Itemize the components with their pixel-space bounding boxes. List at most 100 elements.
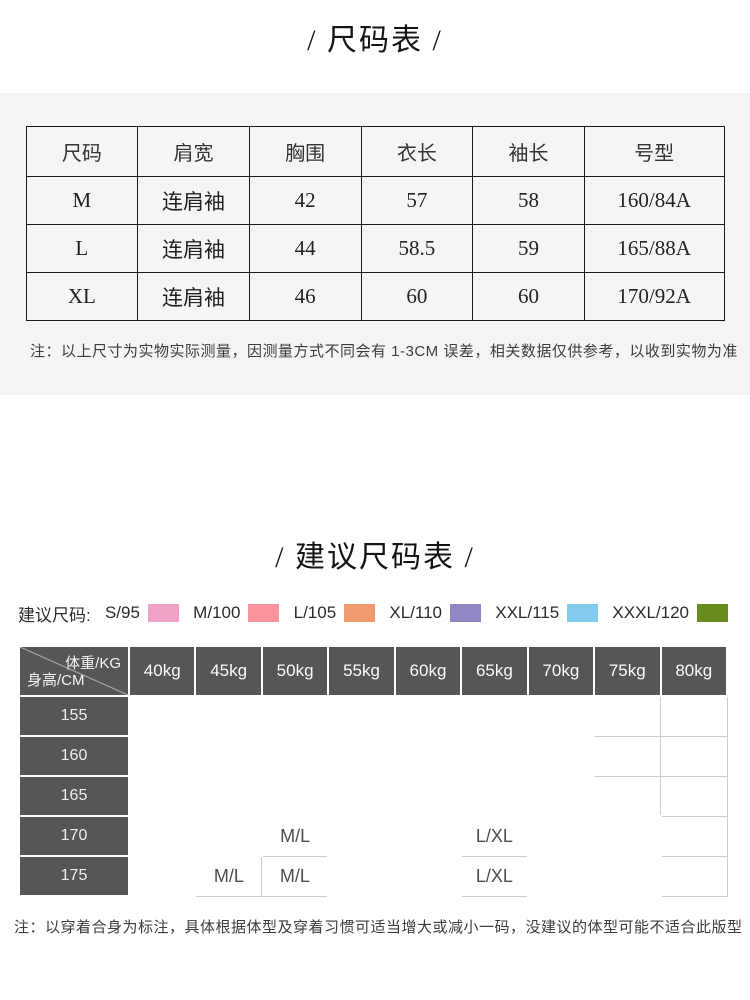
cell: 58 — [472, 176, 585, 225]
suggest-cell: L — [260, 695, 330, 737]
size-row-m: M 连肩袖 42 57 58 160/84A — [25, 176, 725, 225]
legend-swatch-m — [248, 604, 280, 622]
height-label: 155 — [18, 695, 130, 737]
suggest-cell: L — [260, 735, 330, 777]
suggest-cell — [660, 735, 728, 777]
cell: 59 — [472, 224, 585, 273]
col-header-bust: 胸围 — [248, 126, 362, 177]
weight-header: 70kg — [526, 645, 596, 697]
suggest-cell: L/XL — [460, 855, 529, 897]
cell: L — [25, 224, 139, 273]
suggest-table-note: 注：以穿着合身为标注，具体根据体型及穿着习惯可适当增大或减小一码，没建议的体型可… — [14, 919, 743, 936]
suggest-cell: XL — [460, 695, 529, 737]
height-label: 160 — [18, 735, 130, 777]
suggest-table: 体重/KG 身高/CM 40kg 45kg 50kg 55kg 60kg 65k… — [18, 645, 728, 897]
col-header-shoulder: 肩宽 — [137, 126, 250, 177]
weight-header: 80kg — [659, 645, 728, 697]
suggest-cell: M/L — [261, 815, 329, 857]
col-header-length: 衣长 — [360, 126, 474, 177]
suggest-cell: L — [327, 815, 396, 857]
suggest-row-170: 170 M M M/L L L L/XL XL XL — [18, 815, 728, 857]
cell: 42 — [248, 176, 362, 225]
cell: 连肩袖 — [137, 176, 250, 225]
suggest-header-row: 体重/KG 身高/CM 40kg 45kg 50kg 55kg 60kg 65k… — [18, 645, 728, 697]
weight-header: 60kg — [393, 645, 463, 697]
suggest-cell: M — [194, 815, 263, 857]
suggest-cell: L — [327, 695, 396, 737]
weight-header: 75kg — [593, 645, 662, 697]
cell: M — [25, 176, 139, 225]
cell: 165/88A — [583, 224, 725, 273]
corner-cell: 体重/KG 身高/CM — [18, 645, 130, 697]
size-table-title: / 尺码表 / — [307, 24, 443, 57]
suggest-cell — [660, 855, 728, 897]
corner-height-label: 身高/CM — [27, 672, 85, 689]
size-row-l: L 连肩袖 44 58.5 59 165/88A — [25, 224, 725, 273]
suggest-cell: M — [127, 855, 197, 897]
suggest-cell: M — [127, 775, 197, 817]
col-header-sleeve: 袖长 — [472, 126, 585, 177]
suggest-cell — [660, 695, 728, 737]
suggest-cell: XL — [460, 735, 529, 777]
legend-text-xl: XL/110 — [389, 603, 443, 622]
suggest-cell: XL — [593, 855, 662, 897]
size-table-note: 注：以上尺寸为实物实际测量，因测量方式不同会有 1-3CM 误差，相关数据仅供参… — [30, 343, 738, 360]
suggest-cell: XL — [526, 815, 596, 857]
legend-swatch-xxxl — [696, 604, 728, 622]
height-label: 165 — [18, 775, 130, 817]
legend-swatch-s — [147, 604, 179, 622]
weight-header: 45kg — [194, 645, 263, 697]
weight-header: 65kg — [460, 645, 529, 697]
legend-text-xxl: XXL/115 — [495, 603, 560, 622]
suggest-cell: M/L — [261, 855, 329, 897]
suggest-row-155: 155 M M L L XL XL XL — [18, 695, 728, 737]
cell: 46 — [248, 272, 362, 321]
legend-swatch-xxl — [567, 604, 599, 622]
suggest-cell — [593, 695, 662, 737]
legend-swatch-l — [344, 604, 376, 622]
suggest-cell: L — [393, 855, 463, 897]
suggest-cell: XL — [393, 695, 463, 737]
suggest-cell: M — [127, 815, 197, 857]
legend-item-m: M/100 — [193, 603, 280, 623]
suggest-cell: XL — [526, 775, 596, 817]
suggest-cell — [660, 775, 728, 817]
suggest-cell: L — [393, 815, 463, 857]
suggest-row-175: 175 M M/L M/L L L L/XL XL XL — [18, 855, 728, 897]
legend-item-xxl: XXL/115 — [495, 603, 599, 623]
height-label: 175 — [18, 855, 130, 897]
cell: 连肩袖 — [137, 224, 250, 273]
suggest-cell: XL — [526, 855, 596, 897]
col-header-size: 尺码 — [25, 126, 139, 177]
suggest-cell: L/XL — [460, 815, 529, 857]
legend-text-xxxl: XXXL/120 — [612, 603, 689, 622]
suggest-cell: XL — [593, 815, 662, 857]
suggest-row-160: 160 M M L L L XL XL — [18, 735, 728, 777]
legend-swatch-xl — [450, 604, 482, 622]
height-label: 170 — [18, 815, 130, 857]
col-header-model: 号型 — [583, 126, 725, 177]
diagonal-line — [21, 648, 127, 694]
weight-header: 55kg — [327, 645, 396, 697]
suggest-cell: L — [327, 735, 396, 777]
cell: 60 — [360, 272, 474, 321]
suggest-cell: L — [260, 775, 330, 817]
suggest-cell: L — [393, 735, 463, 777]
cell: 58.5 — [360, 224, 474, 273]
suggest-cell: L — [327, 775, 396, 817]
weight-header: 50kg — [260, 645, 330, 697]
suggest-cell: M — [194, 735, 263, 777]
suggest-cell: XL — [460, 775, 529, 817]
cell: 170/92A — [583, 272, 725, 321]
suggest-cell: M/L — [194, 855, 263, 897]
suggest-cell — [660, 815, 728, 857]
legend-text-m: M/100 — [193, 603, 241, 622]
size-legend: 建议尺码: S/95 M/100 L/105 XL/110 XXL/115 XX… — [18, 602, 728, 625]
suggest-cell: XL — [526, 735, 596, 777]
suggest-row-165: 165 M M L L L XL XL — [18, 775, 728, 817]
suggest-table-title: / 建议尺码表 / — [275, 541, 475, 574]
cell: XL — [25, 272, 139, 321]
size-row-xl: XL 连肩袖 46 60 60 170/92A — [25, 272, 725, 321]
cell: 60 — [472, 272, 585, 321]
